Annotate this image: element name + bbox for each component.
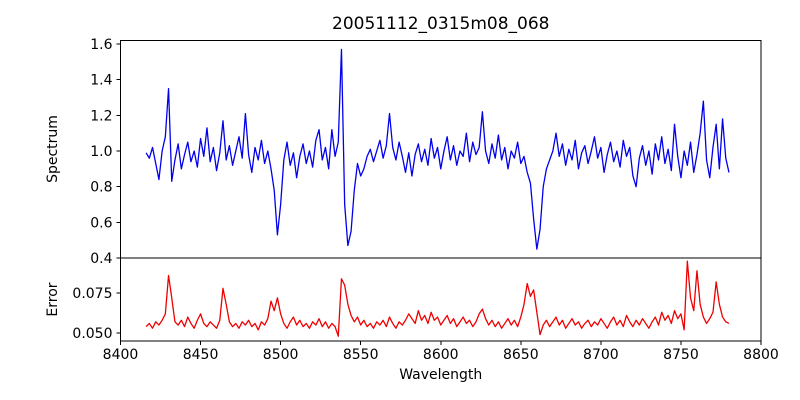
x-axis-label: Wavelength: [399, 367, 482, 383]
spectrum-y-tick-label: 1.2: [90, 108, 112, 124]
ticks-layer: 0.4 0.6 0.8 1.0 1.2 1.4 1.6 0.050 0.075 8400 8450 8…: [72, 37, 778, 363]
x-tick-label: 8500: [263, 347, 299, 363]
spectrum-y-tick-label: 0.4: [90, 251, 112, 267]
spectrum-y-tick-label: 1.6: [90, 37, 112, 53]
error-y-tick-label: 0.050: [72, 326, 112, 342]
spectrum-y-tick-label: 1.0: [90, 144, 112, 160]
x-tick-label: 8400: [103, 347, 139, 363]
x-tick-label: 8700: [583, 347, 619, 363]
error-line: [145, 260, 730, 337]
x-tick-label: 8550: [343, 347, 379, 363]
chart-title: 20051112_0315m08_068: [332, 14, 549, 34]
spectrum-y-tick-label: 0.6: [90, 215, 112, 231]
spectrum-y-tick-label: 0.8: [90, 180, 112, 196]
error-y-axis-label: Error: [45, 282, 61, 316]
x-tick-label: 8800: [743, 347, 779, 363]
spectrum-y-tick-label: 1.4: [90, 73, 112, 89]
x-tick-label: 8650: [503, 347, 539, 363]
error-y-tick-label: 0.075: [72, 286, 112, 302]
spectrum-panel-border: [120, 40, 762, 259]
axes-layer: [120, 40, 762, 342]
x-tick-label: 8750: [663, 347, 699, 363]
spectrum-y-axis-label: Spectrum: [45, 115, 61, 183]
x-tick-label: 8600: [423, 347, 459, 363]
series-layer: [145, 48, 730, 337]
x-tick-label: 8450: [183, 347, 219, 363]
spectrum-line: [145, 48, 730, 250]
